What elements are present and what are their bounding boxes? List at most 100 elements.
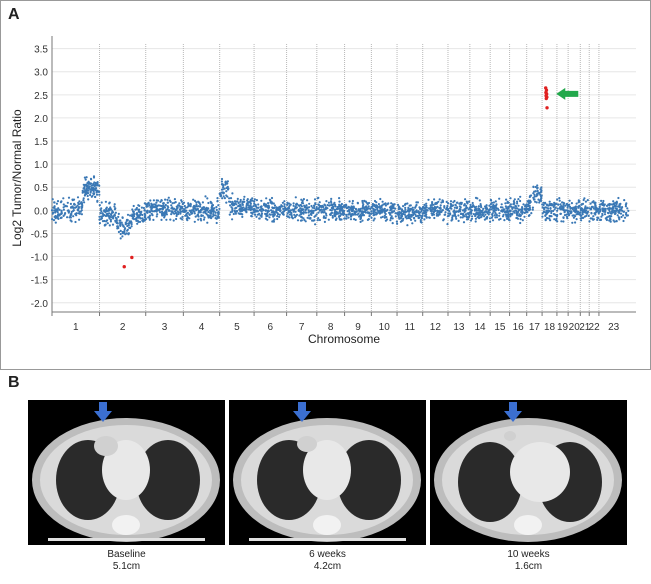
data-point	[490, 216, 493, 219]
data-point	[121, 235, 124, 238]
data-point	[92, 190, 95, 193]
data-point	[560, 205, 563, 208]
data-point	[491, 219, 495, 222]
data-point	[577, 205, 580, 208]
data-point	[69, 202, 72, 205]
data-point	[189, 205, 192, 208]
data-point	[302, 198, 305, 201]
data-point	[615, 200, 618, 203]
data-point	[342, 205, 345, 208]
data-point	[562, 203, 565, 206]
data-point	[292, 202, 295, 205]
data-point	[446, 204, 449, 208]
data-point	[338, 217, 341, 220]
data-point	[80, 213, 83, 216]
data-point	[215, 206, 218, 209]
data-point	[241, 206, 244, 209]
data-point	[505, 198, 508, 201]
data-point	[211, 204, 214, 207]
data-point	[456, 201, 459, 204]
data-point	[469, 219, 473, 222]
data-point	[199, 217, 202, 220]
data-point	[300, 208, 303, 211]
data-point	[313, 219, 316, 222]
data-point	[558, 199, 561, 202]
data-point	[438, 211, 441, 214]
data-point	[520, 210, 524, 213]
data-point	[604, 210, 607, 213]
data-point	[495, 214, 498, 217]
data-point	[486, 215, 489, 219]
data-point	[616, 214, 619, 217]
data-point	[461, 216, 464, 219]
x-tick-label: 22	[589, 322, 601, 333]
data-point	[169, 218, 172, 221]
data-point	[604, 209, 607, 212]
data-point	[150, 202, 153, 205]
data-point	[287, 211, 290, 214]
data-point	[578, 211, 582, 215]
data-point	[98, 193, 101, 196]
data-point	[323, 220, 326, 223]
data-point	[539, 197, 543, 201]
y-tick-label: -1.5	[31, 276, 49, 287]
data-point	[607, 203, 610, 206]
data-point	[94, 195, 97, 198]
data-point	[201, 201, 204, 204]
data-point	[428, 216, 431, 219]
data-point	[404, 211, 407, 214]
data-point	[514, 205, 518, 208]
data-point	[368, 214, 371, 217]
data-point	[309, 213, 312, 216]
data-point	[384, 219, 387, 222]
data-point	[59, 216, 62, 220]
data-point	[412, 213, 415, 216]
arrow-down-icon	[94, 402, 112, 422]
data-point	[232, 212, 235, 216]
data-point	[159, 211, 162, 214]
data-point	[530, 212, 533, 215]
data-point	[480, 215, 483, 218]
data-point	[308, 206, 311, 209]
data-point	[303, 218, 306, 222]
data-point	[62, 197, 65, 200]
data-point	[222, 186, 225, 189]
data-point	[286, 215, 289, 218]
data-point	[425, 202, 428, 205]
data-point	[563, 214, 567, 217]
data-point	[355, 208, 358, 211]
data-point	[426, 209, 429, 212]
data-point	[307, 211, 310, 214]
data-point	[119, 224, 122, 227]
data-point	[206, 197, 209, 200]
x-tick-label: 21	[579, 322, 591, 333]
data-point	[267, 206, 271, 209]
data-point	[318, 204, 321, 207]
x-tick-label: 5	[234, 322, 240, 333]
data-point	[64, 212, 67, 215]
data-point	[583, 197, 586, 200]
data-point	[399, 207, 402, 210]
data-point	[72, 209, 75, 212]
data-point	[108, 201, 111, 204]
data-point	[461, 209, 464, 212]
data-point	[271, 210, 275, 213]
data-point	[78, 218, 81, 221]
data-point	[140, 206, 143, 209]
data-point	[70, 206, 73, 209]
data-point	[365, 206, 368, 209]
data-point	[372, 219, 375, 222]
data-point	[534, 190, 537, 193]
data-point	[117, 212, 120, 215]
data-point	[155, 201, 158, 204]
data-point	[592, 218, 596, 221]
data-point	[423, 203, 426, 206]
data-point	[121, 216, 124, 219]
data-point	[449, 203, 452, 206]
data-point	[435, 212, 438, 215]
data-point	[99, 208, 102, 211]
data-point	[180, 200, 183, 203]
data-point	[173, 198, 176, 201]
data-point	[367, 212, 370, 215]
data-point	[545, 216, 549, 220]
